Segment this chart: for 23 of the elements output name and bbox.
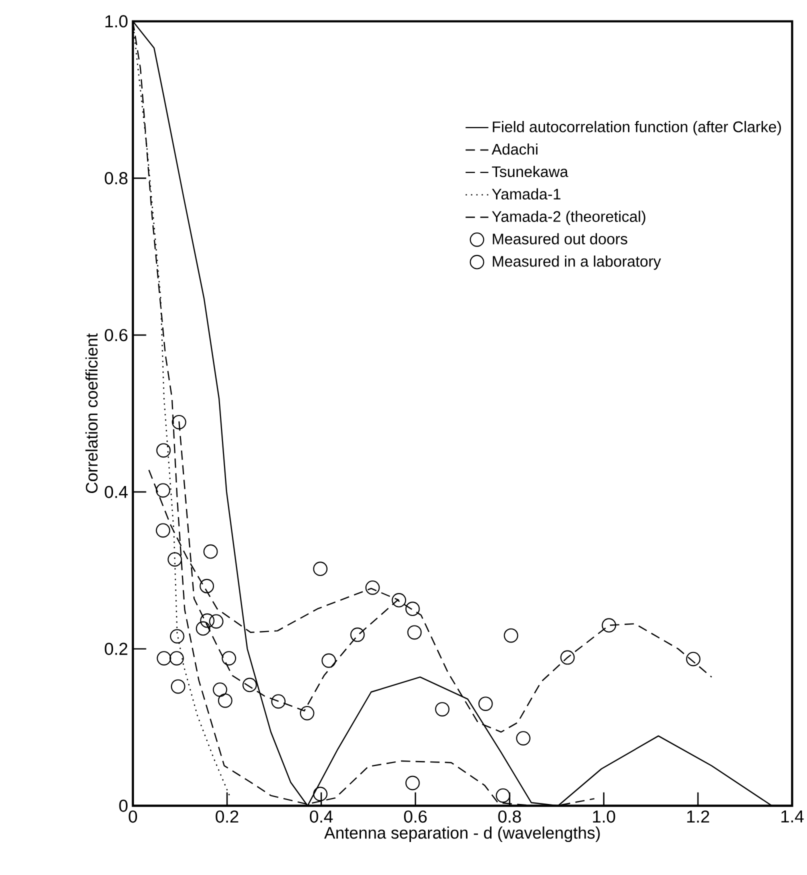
legend-label: Yamada-2 (theoretical) — [492, 210, 646, 225]
x-tick-label: 0.8 — [498, 810, 521, 823]
x-tick-label: 0.6 — [404, 810, 427, 823]
x-tick-label: 1.4 — [782, 810, 804, 822]
x-tick-label: 1.2 — [687, 810, 710, 823]
x-tick-label: 0.4 — [310, 810, 333, 823]
legend-label: Adachi — [492, 143, 538, 155]
y-tick-label: 1.0 — [106, 15, 128, 28]
y-axis-title: Correlation coefficient — [86, 333, 98, 494]
x-axis-title: Antenna separation - d (wavelengths) — [324, 826, 600, 842]
x-tick-label: 1.0 — [593, 810, 616, 823]
y-tick-label: 0.2 — [104, 642, 128, 655]
legend-label: Measured in a laboratory — [492, 256, 662, 270]
legend-label: Yamada-1 — [492, 188, 561, 200]
y-tick-label: 0 — [119, 800, 128, 812]
y-tick-label: 0.4 — [104, 486, 128, 498]
x-tick-label: 0.2 — [216, 810, 238, 823]
x-tick-label: 0 — [128, 810, 138, 823]
y-tick-label: 0.8 — [104, 172, 128, 184]
y-tick-label: 0.6 — [104, 328, 128, 342]
legend-label: Measured out doors — [492, 233, 628, 244]
legend-label: Field autocorrelation function (after Clarke) — [492, 121, 782, 136]
legend-label: Tsunekawa — [492, 166, 568, 178]
